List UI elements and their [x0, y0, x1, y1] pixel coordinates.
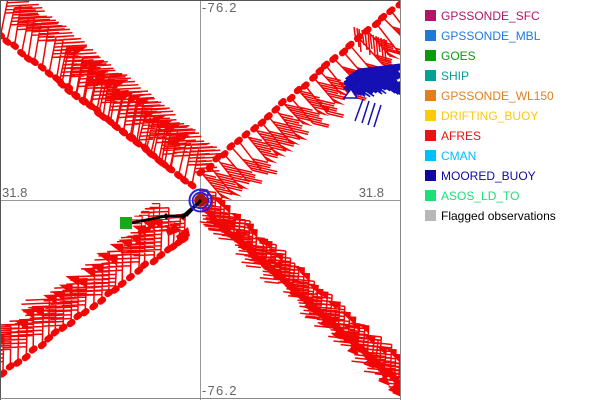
- svg-text:Flagged observations: Flagged observations: [441, 209, 556, 223]
- svg-text:MOORED_BUOY: MOORED_BUOY: [441, 169, 536, 183]
- svg-text:GPSSONDE_MBL: GPSSONDE_MBL: [441, 29, 541, 43]
- svg-text:GOES: GOES: [441, 49, 476, 63]
- svg-text:ASOS_LD_TO: ASOS_LD_TO: [441, 189, 519, 203]
- svg-text:31.8: 31.8: [359, 185, 384, 200]
- svg-text:DRIFTING_BUOY: DRIFTING_BUOY: [441, 109, 538, 123]
- svg-text:GPSSONDE_WL150: GPSSONDE_WL150: [441, 89, 554, 103]
- svg-text:31.8: 31.8: [2, 185, 27, 200]
- svg-text:AFRES: AFRES: [441, 129, 481, 143]
- svg-text:SHIP: SHIP: [441, 69, 469, 83]
- svg-text:-76.2: -76.2: [202, 0, 238, 15]
- svg-text:GPSSONDE_SFC: GPSSONDE_SFC: [441, 9, 540, 23]
- svg-text:CMAN: CMAN: [441, 149, 476, 163]
- svg-text:-76.2: -76.2: [202, 383, 238, 398]
